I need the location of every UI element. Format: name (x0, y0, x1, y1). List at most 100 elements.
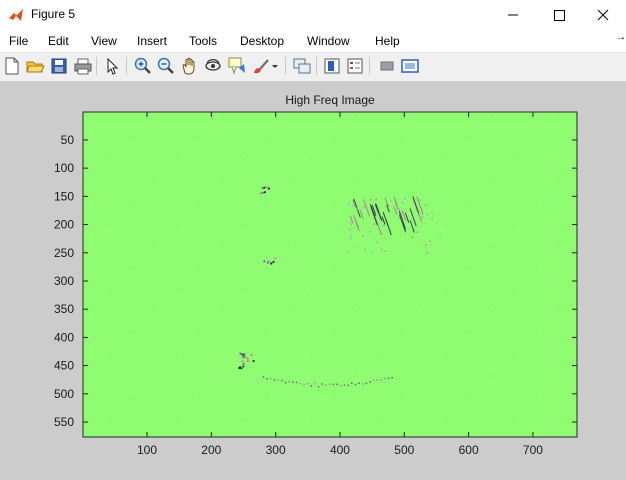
image-feature-small-feature (263, 257, 277, 265)
image-feature-faint-arc (262, 376, 393, 388)
menu-insert[interactable]: Insert (137, 34, 168, 48)
texture-speck (130, 331, 133, 334)
link-plot-button[interactable] (292, 56, 312, 76)
arc-speck (277, 378, 279, 381)
colorbar-button[interactable] (322, 56, 342, 76)
noise-speck (429, 240, 431, 243)
arc-speck (362, 383, 364, 385)
texture-speck (86, 375, 88, 377)
new-figure-button[interactable] (2, 56, 22, 76)
menu-window[interactable]: Window (307, 34, 350, 48)
feature-speck (266, 186, 269, 189)
menu-view[interactable]: View (91, 34, 117, 48)
menu-overflow-icon[interactable]: → (616, 32, 626, 43)
texture-speck (512, 223, 515, 226)
noise-speck (375, 198, 378, 201)
select-arrow-button[interactable] (102, 56, 122, 76)
texture-speck (377, 223, 380, 226)
texture-speck (86, 245, 88, 247)
save-button[interactable] (49, 56, 69, 76)
pan-button[interactable] (179, 56, 199, 76)
noise-speck (373, 223, 376, 225)
y-tick-label: 300 (54, 274, 74, 288)
texture-speck (557, 245, 560, 247)
image-feature-small-feature (259, 186, 270, 195)
noise-speck (384, 250, 386, 252)
texture-speck (265, 331, 268, 334)
axes-svg[interactable]: 100 200 300 400 500 600 700 50 100 150 200 250 300 35… (0, 81, 626, 480)
brush-dropdown-button[interactable] (270, 56, 280, 76)
minimize-button[interactable] (490, 0, 536, 30)
texture-speck (512, 158, 515, 161)
hide-plot-tools-button[interactable] (377, 56, 397, 76)
menu-tools[interactable]: Tools (189, 34, 218, 48)
noise-speck (416, 231, 418, 233)
noise-speck (346, 251, 349, 253)
menu-bar: File Edit View Insert Tools Desktop Wind… (0, 30, 626, 52)
texture-speck (422, 245, 425, 247)
texture-speck (400, 331, 403, 334)
streak-mark (412, 196, 419, 213)
feature-speck (241, 353, 244, 356)
texture-speck (265, 266, 268, 269)
arc-speck (273, 379, 276, 381)
streak-mark (381, 216, 386, 225)
show-plot-tools-button[interactable] (400, 56, 420, 76)
y-tick-label: 350 (54, 302, 74, 316)
close-icon (597, 9, 609, 21)
noise-speck (348, 202, 350, 205)
feature-speck (250, 353, 253, 356)
texture-speck (355, 375, 358, 377)
texture-speck (175, 223, 178, 226)
texture-speck (535, 396, 538, 399)
print-button[interactable] (73, 56, 93, 76)
texture-speck (243, 223, 246, 226)
open-file-button[interactable] (25, 56, 45, 76)
rotate-3d-button[interactable] (203, 56, 223, 76)
texture-speck (535, 331, 538, 334)
new-figure-icon (5, 57, 19, 75)
streak-mark (399, 212, 404, 221)
texture-speck (243, 288, 246, 291)
colorbar-icon (324, 58, 340, 74)
texture-speck (265, 136, 268, 139)
streak-mark (384, 197, 389, 207)
y-tick-label: 250 (54, 246, 74, 260)
arc-speck (262, 376, 265, 378)
menu-desktop[interactable]: Desktop (240, 34, 285, 48)
menu-edit[interactable]: Edit (48, 34, 69, 48)
streak-mark (409, 220, 415, 233)
noise-speck (376, 241, 378, 244)
arc-speck (365, 382, 368, 385)
y-tick-label: 450 (54, 359, 74, 373)
noise-speck (350, 234, 352, 237)
noise-speck (362, 235, 364, 237)
data-cursor-icon (228, 57, 245, 75)
menu-file[interactable]: File (9, 34, 29, 48)
legend-button[interactable] (345, 56, 365, 76)
feature-speck (261, 191, 264, 194)
texture-speck (86, 180, 88, 182)
noise-speck (366, 208, 368, 211)
feature-speck (247, 360, 249, 362)
maximize-button[interactable] (536, 0, 582, 30)
title-bar: Figure 5 (0, 0, 626, 30)
texture-speck (400, 201, 403, 204)
texture-speck (445, 288, 448, 291)
texture-speck (288, 115, 291, 117)
texture-speck (153, 375, 156, 377)
arc-speck (384, 377, 386, 380)
streak-mark (386, 204, 390, 213)
data-cursor-button[interactable] (227, 56, 247, 76)
brush-dropdown-icon (272, 65, 278, 68)
texture-speck (333, 201, 335, 204)
texture-speck (557, 115, 560, 117)
brush-button[interactable] (251, 56, 271, 76)
legend-icon (347, 58, 363, 74)
arc-speck (347, 384, 349, 387)
texture-speck (288, 375, 291, 377)
zoom-out-button[interactable] (156, 56, 176, 76)
menu-help[interactable]: Help (375, 34, 400, 48)
close-button[interactable] (580, 0, 626, 30)
zoom-in-button[interactable] (133, 56, 153, 76)
